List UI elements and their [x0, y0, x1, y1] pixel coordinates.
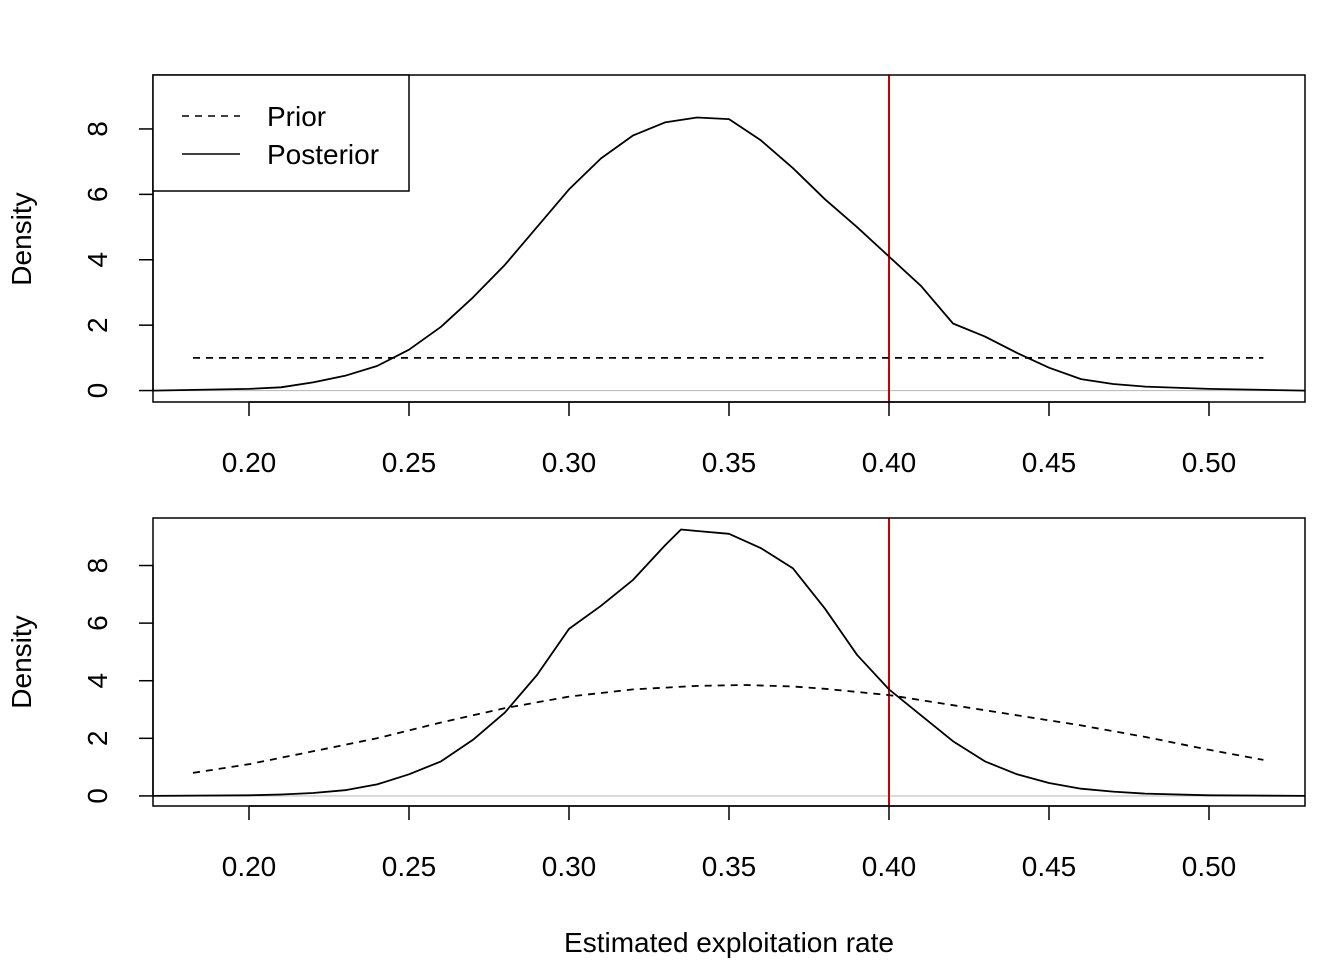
x-tick-label: 0.35	[702, 447, 757, 478]
y-tick-label: 0	[82, 788, 113, 804]
legend-box	[152, 74, 410, 192]
x-tick-label: 0.30	[542, 447, 597, 478]
legend-prior-label: Prior	[267, 101, 326, 132]
x-tick-label: 0.20	[222, 851, 277, 882]
y-tick-label: 6	[82, 615, 113, 631]
x-tick-label: 0.20	[222, 447, 277, 478]
prior-density-line	[192, 684, 1264, 774]
x-tick-label: 0.40	[862, 851, 917, 882]
x-tick-label: 0.45	[1022, 851, 1077, 882]
posterior-density-line	[152, 116, 1306, 392]
top-density-panel: 0.20 0.25 0.30 0.35 0.40 0.45 0.50 0 2 4 6 8 Densi…	[6, 74, 1306, 478]
plot-frame	[152, 517, 1306, 807]
x-tick-label: 0.40	[862, 447, 917, 478]
x-tick-label: 0.50	[1182, 447, 1237, 478]
y-tick-label: 8	[82, 121, 113, 137]
y-tick-label: 8	[82, 558, 113, 574]
x-tick-label: 0.50	[1182, 851, 1237, 882]
x-tick-label: 0.25	[382, 851, 437, 882]
posterior-density-line	[152, 528, 1306, 797]
x-tick-label: 0.30	[542, 851, 597, 882]
y-axis-label: Density	[6, 615, 37, 708]
x-axis-label: Estimated exploitation rate	[564, 927, 894, 958]
bottom-density-panel: 0.20 0.25 0.30 0.35 0.40 0.45 0.50 0 2 4 6 8 Densi…	[6, 517, 1306, 882]
legend: Prior Posterior	[152, 74, 410, 192]
y-tick-label: 4	[82, 673, 113, 689]
x-tick-label: 0.45	[1022, 447, 1077, 478]
legend-posterior-label: Posterior	[267, 139, 379, 170]
y-tick-label: 4	[82, 252, 113, 268]
y-tick-label: 2	[82, 317, 113, 333]
y-tick-label: 6	[82, 187, 113, 203]
y-tick-label: 0	[82, 383, 113, 399]
y-axis-label: Density	[6, 192, 37, 285]
y-tick-label: 2	[82, 731, 113, 747]
x-tick-label: 0.25	[382, 447, 437, 478]
x-tick-label: 0.35	[702, 851, 757, 882]
